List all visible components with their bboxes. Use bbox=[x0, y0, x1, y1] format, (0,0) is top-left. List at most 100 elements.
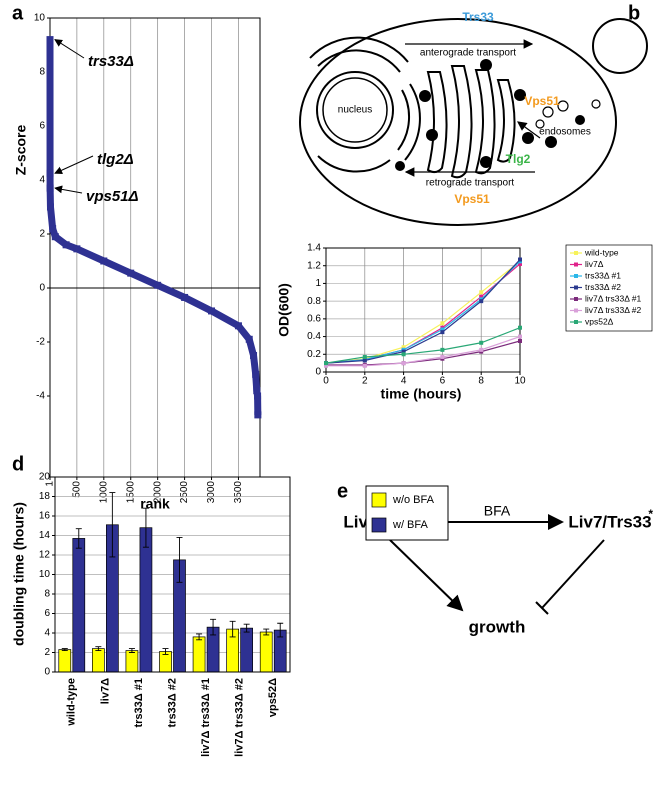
series-line bbox=[325, 260, 521, 364]
x-axis-title: rank bbox=[140, 496, 170, 512]
point bbox=[49, 225, 57, 233]
series-line bbox=[326, 336, 521, 367]
error-bar bbox=[61, 648, 68, 651]
point bbox=[518, 325, 522, 330]
y-tick-label: 12 bbox=[39, 550, 51, 561]
point bbox=[51, 233, 59, 241]
y-tick-label: 0.6 bbox=[307, 313, 321, 324]
legend-marker bbox=[574, 262, 578, 267]
y-tick-label: 4 bbox=[44, 628, 50, 639]
error-bar bbox=[128, 648, 135, 653]
legend-swatch bbox=[371, 517, 387, 533]
plot-frame bbox=[325, 247, 521, 373]
point bbox=[253, 387, 261, 395]
y-tick-label: 14 bbox=[39, 530, 51, 541]
node-mark: * bbox=[648, 507, 653, 521]
node-label: Liv7/Trs33 bbox=[568, 512, 651, 531]
bar bbox=[125, 650, 139, 673]
y-tick-label: 8 bbox=[44, 589, 50, 600]
y-axis-title: OD(600) bbox=[276, 283, 292, 337]
x-tick-label: 4 bbox=[401, 376, 407, 387]
y-tick-label: 0.8 bbox=[307, 296, 321, 307]
y-tick-label: 10 bbox=[34, 13, 46, 24]
legend-marker bbox=[574, 297, 578, 301]
point bbox=[234, 322, 242, 330]
error-bar bbox=[109, 492, 116, 558]
x-tick-label: 0 bbox=[323, 376, 329, 387]
legend-label: wild-type bbox=[584, 247, 619, 257]
error-bar bbox=[210, 618, 217, 636]
series-line bbox=[325, 259, 521, 364]
error-bar bbox=[243, 623, 250, 633]
x-tick-label: 3500 bbox=[233, 481, 244, 504]
x-tick-label: 500 bbox=[72, 481, 83, 498]
x-tick-label: 6 bbox=[440, 376, 446, 387]
y-tick-label: 0.2 bbox=[307, 349, 321, 360]
annotation-arrow bbox=[54, 155, 94, 174]
x-tick-label: liv7Δ bbox=[99, 678, 111, 704]
point bbox=[62, 241, 70, 249]
er bbox=[404, 83, 421, 161]
x-axis-title: time (hours) bbox=[381, 386, 462, 402]
plot-frame bbox=[54, 476, 291, 673]
y-tick-label: 0 bbox=[44, 667, 50, 678]
point bbox=[401, 345, 406, 350]
protein-label: Trs33 bbox=[462, 10, 494, 24]
y-tick-label: -4 bbox=[36, 391, 45, 402]
pathway-arrows bbox=[389, 514, 605, 615]
golgi bbox=[474, 69, 496, 175]
annotation-arrow bbox=[54, 39, 85, 59]
bar bbox=[259, 631, 273, 673]
annotation: tlg2Δ bbox=[97, 151, 134, 168]
legend-label: liv7Δ bbox=[585, 259, 604, 269]
annotation: trs33Δ bbox=[88, 53, 134, 70]
x-tick-label: liv7Δ trs33Δ #1 bbox=[200, 678, 212, 757]
point bbox=[181, 293, 189, 301]
legend-marker bbox=[574, 308, 578, 313]
panel-letter: a bbox=[12, 2, 24, 24]
nucleus-inner bbox=[322, 77, 388, 143]
error-bar bbox=[75, 528, 82, 549]
point bbox=[46, 169, 54, 177]
x-tick-label: 1 bbox=[45, 481, 56, 487]
y-axis-title: doubling time (hours) bbox=[11, 502, 27, 646]
y-tick-label: 8 bbox=[39, 67, 45, 78]
point bbox=[479, 290, 484, 295]
point bbox=[401, 349, 406, 354]
point bbox=[440, 321, 445, 326]
y-tick-label: 2 bbox=[44, 647, 50, 658]
x-tick-label: 3000 bbox=[206, 481, 217, 504]
bar bbox=[192, 636, 206, 673]
legend-label: liv7Δ trs33Δ #1 bbox=[585, 293, 642, 303]
point bbox=[401, 352, 406, 357]
panel-letter: e bbox=[337, 480, 348, 502]
bud bbox=[592, 18, 648, 74]
point bbox=[254, 411, 262, 419]
legend-label: trs33Δ #1 bbox=[585, 270, 621, 280]
x-tick-label: 8 bbox=[478, 376, 484, 387]
error-bar bbox=[263, 628, 270, 636]
point bbox=[479, 347, 484, 352]
point bbox=[46, 203, 54, 211]
y-tick-label: 4 bbox=[39, 175, 45, 186]
annotation-arrow bbox=[54, 185, 83, 194]
series-line bbox=[325, 263, 521, 364]
x-tick-label: 1500 bbox=[125, 481, 136, 504]
point bbox=[479, 299, 484, 304]
point bbox=[518, 261, 522, 266]
legend-label: w/ BFA bbox=[392, 519, 429, 531]
bar bbox=[240, 627, 253, 673]
endosome bbox=[542, 106, 554, 118]
x-tick-label: 1000 bbox=[98, 481, 109, 504]
y-tick-label: 10 bbox=[39, 569, 51, 580]
er bbox=[317, 49, 401, 73]
endosome-arrow bbox=[517, 121, 541, 139]
point bbox=[440, 327, 445, 332]
arrow-label: BFA bbox=[484, 503, 511, 519]
series-line bbox=[325, 260, 521, 364]
vesicles bbox=[395, 59, 585, 171]
point bbox=[73, 245, 81, 253]
protein-label: Vps51 bbox=[454, 192, 490, 206]
node-label: growth bbox=[469, 617, 526, 636]
